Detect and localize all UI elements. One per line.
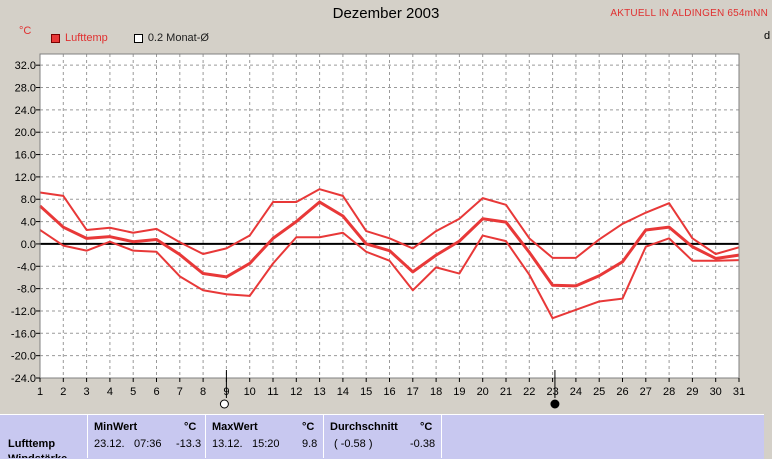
x-tick-label: 27	[640, 386, 652, 398]
series-lines	[38, 188, 740, 320]
y-tick-label: -4.0	[17, 261, 36, 273]
y-tick-label: -24.0	[11, 373, 36, 385]
minwert-value: -13.3	[176, 438, 202, 450]
minwert-cell: MinWert °C 23.12. 07:36 -13.3	[92, 415, 202, 458]
y-tick-label: 8.0	[21, 194, 36, 206]
minwert-header: MinWert	[94, 421, 138, 433]
stats-row-label-2: Windstärke	[8, 453, 67, 458]
minwert-date: 23.12.	[94, 438, 125, 450]
minwert-time: 07:36	[134, 438, 162, 450]
legend-label: 0.2 Monat-Ø	[147, 32, 209, 44]
y-axis-ticks: 32.0 28.0 24.0 20.0 16.0 12.0 8.0 4.0 0.0 -4.0 -8.…	[11, 60, 40, 385]
x-tick-label: 12	[290, 386, 302, 398]
legend-label: Lufttemp	[65, 32, 108, 44]
clipped-edge-letter: d	[764, 30, 771, 42]
day-markers	[219, 370, 560, 409]
x-tick-label: 18	[430, 386, 442, 398]
maxwert-time: 15:20	[252, 438, 280, 450]
x-axis-ticks: 1234567891011121314151617181920212223242…	[37, 378, 745, 398]
x-tick-label: 21	[500, 386, 512, 398]
x-tick-label: 6	[153, 386, 159, 398]
x-tick-label: 7	[177, 386, 183, 398]
moon-phase-hollow	[219, 399, 229, 409]
x-tick-label: 3	[84, 386, 90, 398]
maxwert-header: MaxWert	[212, 421, 258, 433]
grid	[40, 54, 739, 378]
x-tick-label: 16	[383, 386, 395, 398]
x-tick-label: 5	[130, 386, 136, 398]
x-tick-label: 13	[313, 386, 325, 398]
y-tick-label: 28.0	[15, 83, 36, 95]
y-tick-label: 4.0	[21, 217, 36, 229]
x-tick-label: 14	[337, 386, 349, 398]
x-tick-label: 2	[60, 386, 66, 398]
stats-panel-right	[764, 414, 772, 458]
x-tick-label: 30	[710, 386, 722, 398]
y-tick-label: -20.0	[11, 351, 36, 363]
y-tick-label: 0.0	[21, 239, 36, 251]
series-line-min	[39, 229, 740, 320]
chart-title: Dezember 2003	[332, 5, 440, 22]
durchschnitt-cell: Durchschnitt °C ( -0.58 ) -0.38	[328, 415, 438, 458]
x-tick-label: 15	[360, 386, 372, 398]
x-tick-label: 26	[616, 386, 628, 398]
station-label[interactable]: AKTUELL IN ALDINGEN 654mNN	[610, 8, 768, 19]
legend: Lufttemp 0.2 Monat-Ø	[51, 31, 235, 45]
x-tick-label: 31	[733, 386, 745, 398]
legend-swatch-empty	[133, 33, 143, 43]
x-tick-label: 29	[686, 386, 698, 398]
legend-item-lufttemp[interactable]: Lufttemp	[51, 32, 108, 44]
y-unit-label: °C	[19, 25, 32, 37]
x-tick-label: 25	[593, 386, 605, 398]
y-tick-label: 24.0	[15, 105, 36, 117]
y-tick-label: 12.0	[15, 172, 36, 184]
legend-swatch-filled	[51, 33, 60, 43]
series-line-max	[39, 188, 740, 259]
x-tick-label: 10	[244, 386, 256, 398]
x-tick-label: 11	[267, 386, 278, 398]
x-tick-label: 17	[407, 386, 419, 398]
x-tick-label: 4	[107, 386, 113, 398]
durchschnitt-unit: °C	[420, 421, 433, 433]
maxwert-value: 9.8	[302, 438, 318, 450]
y-tick-label: -12.0	[11, 306, 36, 318]
maxwert-date: 13.12.	[212, 438, 243, 450]
x-tick-label: 19	[453, 386, 465, 398]
x-tick-label: 24	[570, 386, 582, 398]
durchschnitt-header: Durchschnitt	[330, 421, 398, 433]
y-tick-label: 20.0	[15, 127, 36, 139]
y-tick-label: 32.0	[15, 60, 36, 72]
legend-item-monat-avg[interactable]: 0.2 Monat-Ø	[133, 32, 209, 44]
y-tick-label: -16.0	[11, 328, 36, 340]
panel-separator	[87, 415, 88, 458]
temperature-chart: 32.0 28.0 24.0 20.0 16.0 12.0 8.0 4.0 0.0 -4.0 -8.…	[11, 53, 745, 409]
x-tick-label: 23	[546, 386, 558, 398]
x-tick-label: 20	[477, 386, 489, 398]
y-tick-label: 16.0	[15, 150, 36, 162]
maxwert-cell: MaxWert °C 13.12. 15:20 9.8	[210, 415, 320, 458]
y-tick-label: -8.0	[17, 284, 36, 296]
series-line-mean	[38, 200, 740, 288]
durchschnitt-value-2: -0.38	[410, 438, 436, 450]
durchschnitt-value-1: ( -0.58 )	[334, 438, 373, 450]
x-tick-label: 22	[523, 386, 535, 398]
panel-separator	[441, 415, 442, 458]
x-tick-label: 28	[663, 386, 675, 398]
stats-row-label: Lufttemp	[8, 438, 56, 450]
maxwert-unit: °C	[302, 421, 315, 433]
x-tick-label: 1	[37, 386, 43, 398]
moon-phase-filled	[550, 399, 560, 409]
stats-panel	[0, 414, 764, 459]
minwert-unit: °C	[184, 421, 197, 433]
panel-separator	[323, 415, 324, 458]
x-tick-label: 8	[200, 386, 206, 398]
panel-separator	[205, 415, 206, 458]
